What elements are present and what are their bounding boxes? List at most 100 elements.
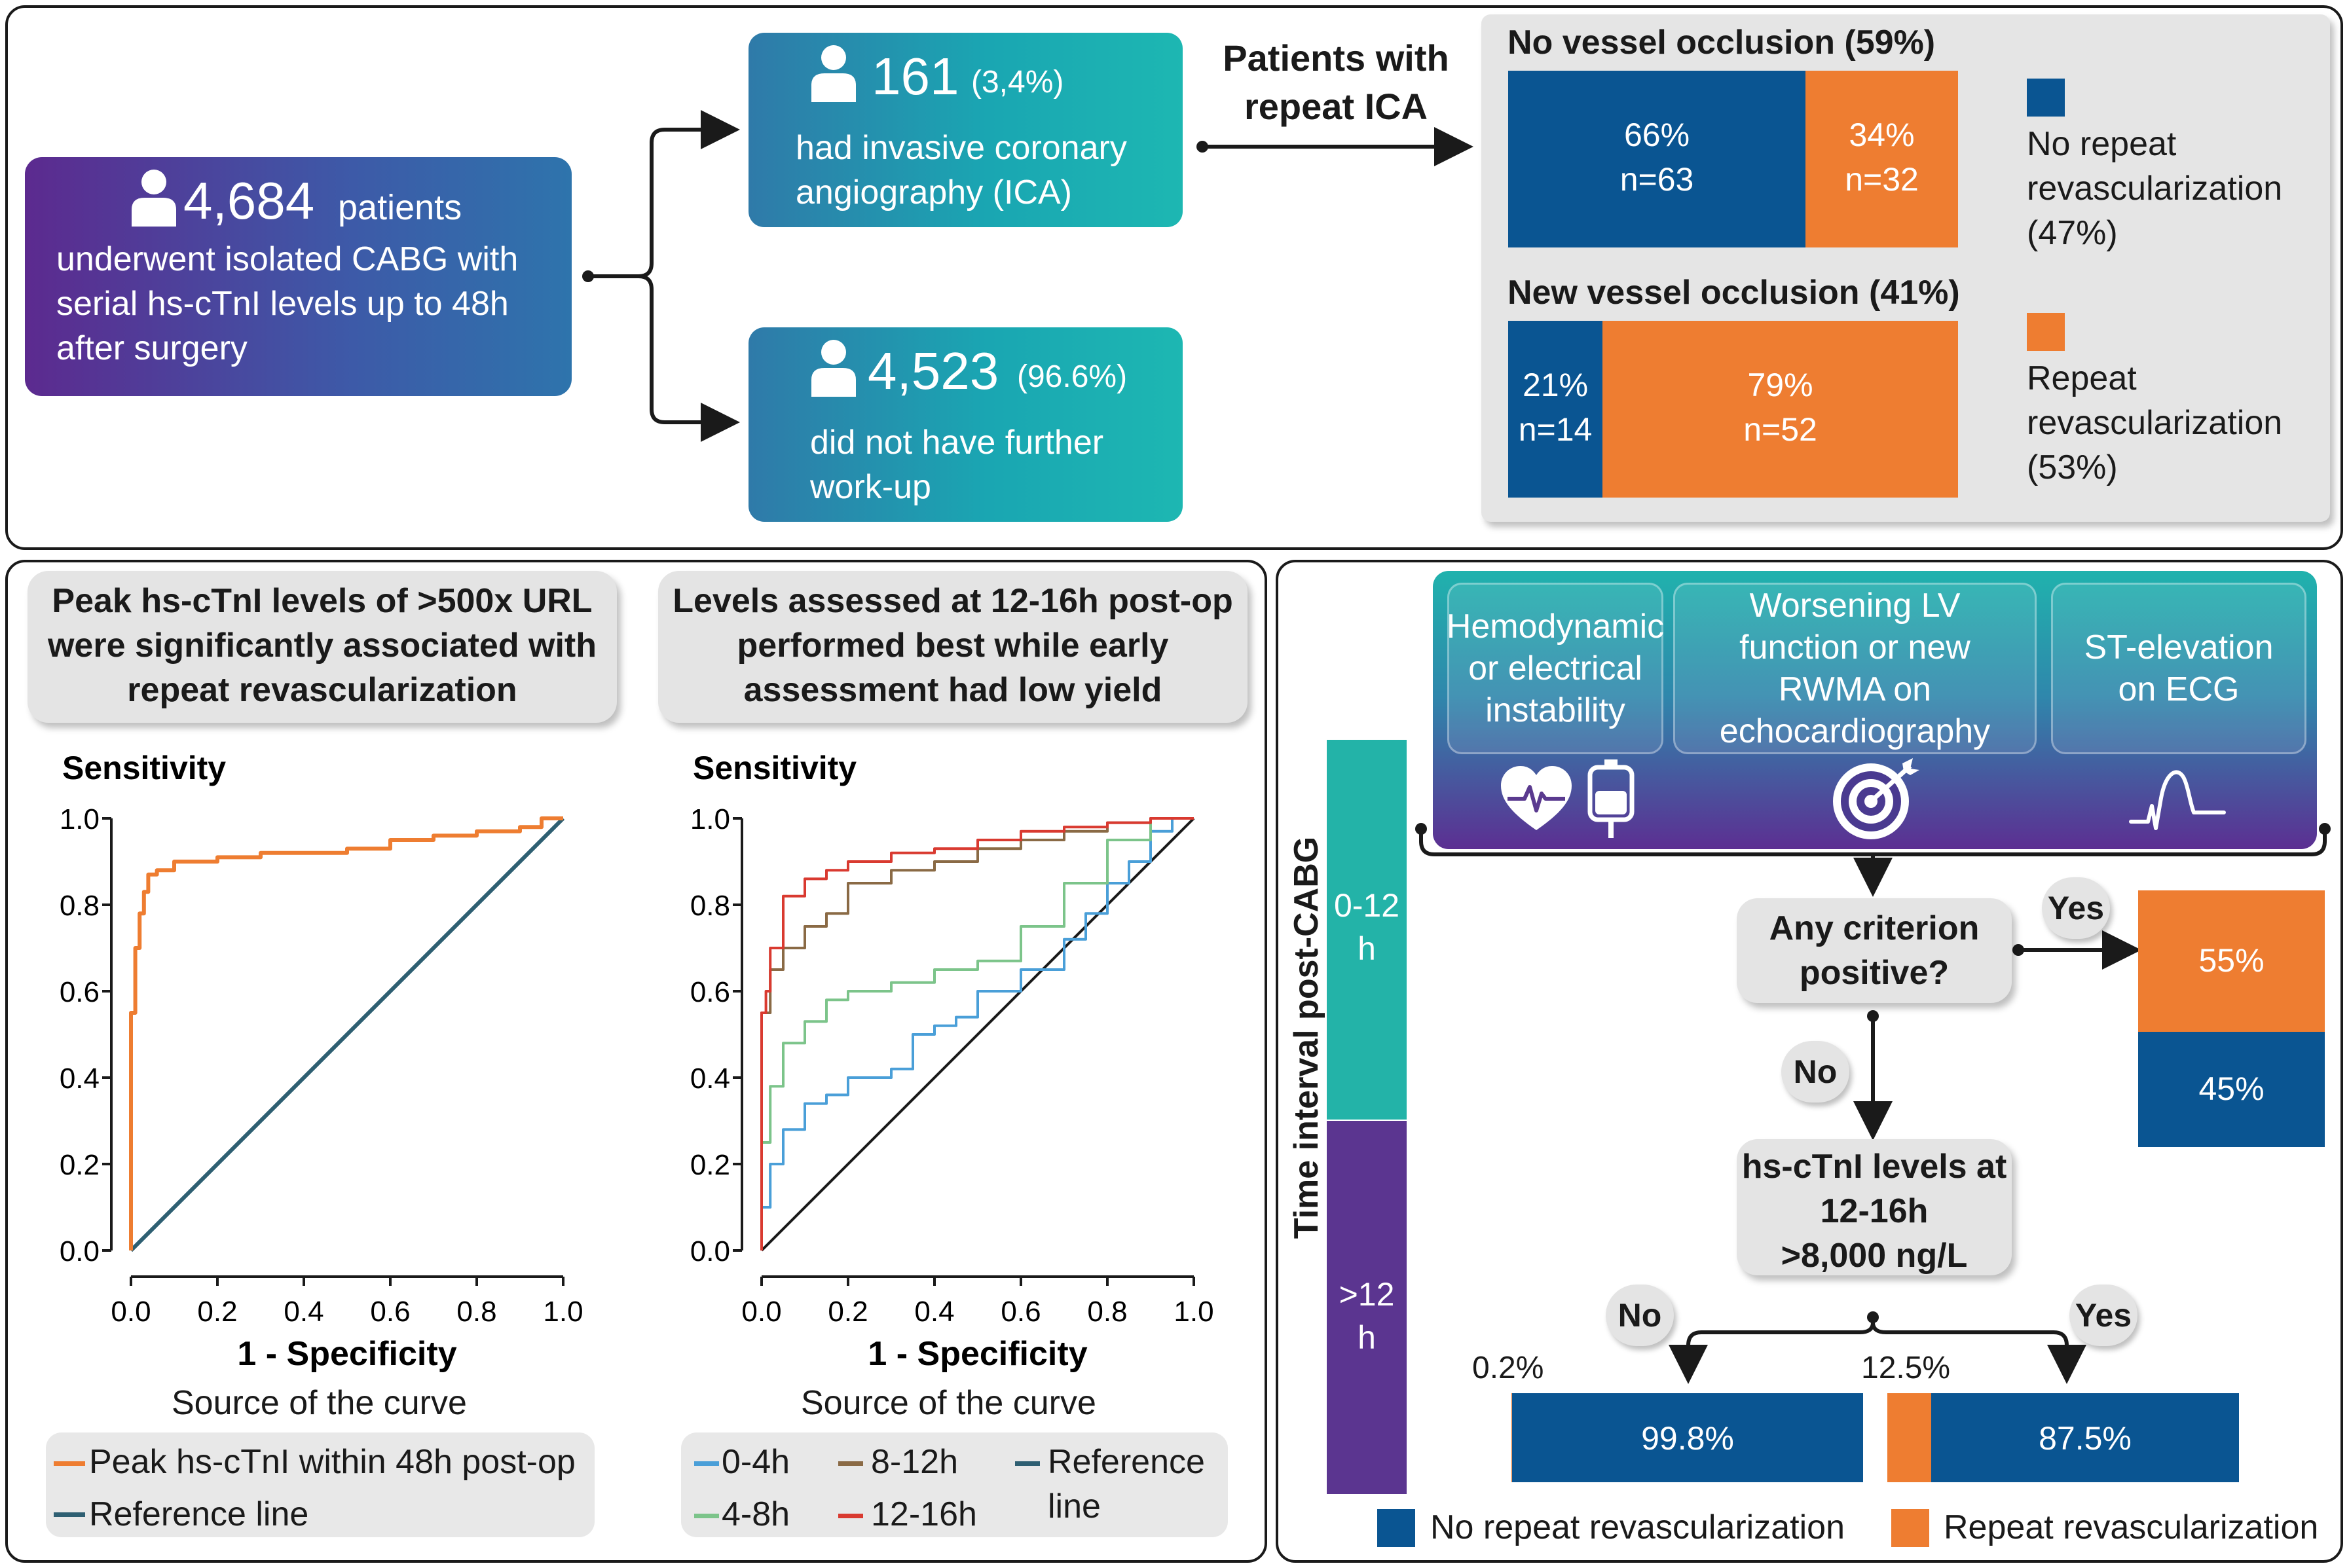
x-tick-label: 0.0: [741, 1296, 781, 1328]
criterion-line: Worsening LV: [1749, 587, 1961, 625]
x-axis-label: 1 - Specificity: [237, 1335, 456, 1373]
legend-line: No repeat: [2027, 125, 2177, 163]
criterion-line: ST-elevation: [2084, 629, 2274, 666]
criterion-lv-function: Worsening LV function or new RWMA on ech…: [1673, 583, 2037, 754]
legend-line: (47%): [2027, 214, 2118, 252]
new-occlusion-no-repeat-bar: [1508, 321, 1602, 498]
criterion-line: RWMA on: [1778, 670, 1932, 708]
yes-branch-repeat-segment: [1887, 1393, 1931, 1482]
legend-repeat-text: Repeat revascularization (53%): [2027, 356, 2282, 490]
criterion-hemodynamic: Hemodynamic or electrical instability: [1447, 583, 1664, 754]
criterion-line: echocardiography: [1719, 712, 1991, 750]
no-branch-repeat-segment: [1511, 1393, 1512, 1482]
total-number: 4,684: [183, 172, 315, 230]
legend-reference-label: line: [1048, 1487, 1101, 1525]
time-axis-label: Time interval post-CABG: [1287, 740, 1326, 1336]
question-line: positive?: [1799, 954, 1950, 992]
legend-line-reference: [54, 1512, 85, 1517]
ica-pct: (3,4%): [971, 65, 1064, 100]
reference-line: [129, 816, 565, 1252]
no-pill-middle: No: [1781, 1041, 1849, 1103]
legend-peak-label: Peak hs-cTnI within 48h post-op: [89, 1443, 576, 1481]
noworkup-pct: (96.6%): [1017, 359, 1128, 394]
y-tick-label: 0.4: [60, 1063, 100, 1095]
no-occlusion-repeat-label: 34% n=32: [1805, 113, 1958, 202]
y-axis-label: Sensitivity: [693, 750, 857, 786]
x-tick-label: 0.6: [1001, 1296, 1041, 1328]
header-line: Peak hs-cTnI levels of >500x URL: [52, 582, 593, 620]
yes-pill-bottom: Yes: [2069, 1285, 2137, 1346]
ica-box: 161 (3,4%) had invasive coronary angiogr…: [749, 33, 1183, 227]
roc-curve-0-4h: [760, 817, 1194, 1250]
top-branch-connector: [582, 110, 1473, 442]
legend-line-4-8h: [694, 1514, 719, 1518]
legend-swatch-repeat: [2027, 313, 2065, 351]
yes-branch-no-repeat-segment: 87.5%: [1931, 1393, 2239, 1482]
header-line: Levels assessed at 12-16h post-op: [673, 582, 1233, 620]
y-tick-label: 0.8: [690, 890, 730, 922]
bottom-legend-swatch-repeat: [1891, 1509, 1929, 1547]
yes-branch-no-repeat-pct: 87.5%: [2039, 1420, 2132, 1457]
roc-right-legend-title: Source of the curve: [801, 1384, 1096, 1422]
no-branch-no-repeat-pct: 99.8%: [1641, 1420, 1734, 1457]
y-tick-label: 0.0: [690, 1235, 730, 1267]
legend-line: revascularization: [2027, 404, 2283, 442]
x-tick-label: 1.0: [543, 1296, 583, 1328]
yes-repeat-pct: 55%: [2198, 942, 2265, 979]
time-early-line: h: [1358, 930, 1376, 967]
no-occlusion-repeat-bar: [1805, 71, 1958, 247]
legend-4-8h-label: 4-8h: [722, 1495, 790, 1533]
time-bar-early: 0-12 h: [1327, 740, 1407, 1120]
header-line: assessment had low yield: [743, 671, 1162, 709]
criterion-line: on ECG: [2118, 670, 2240, 708]
criterion-st-elevation: ST-elevation on ECG: [2051, 583, 2306, 754]
legend-swatch-no-repeat: [2027, 79, 2065, 117]
roc-left-legend-title: Source of the curve: [172, 1384, 467, 1422]
reference-line: [760, 817, 1195, 1252]
bar-pct: 34%: [1849, 117, 1915, 153]
x-tick-label: 0.6: [370, 1296, 410, 1328]
y-tick-label: 0.2: [690, 1149, 730, 1181]
yes-no-repeat-bar: 45%: [2138, 1032, 2325, 1147]
ica-number: 161: [872, 47, 959, 105]
header-line: performed best while early: [737, 627, 1169, 665]
bar-pct: 21%: [1522, 367, 1589, 403]
x-tick-label: 0.4: [914, 1296, 954, 1328]
roc-curve-4-8h: [760, 817, 1194, 1250]
y-tick-label: 1.0: [690, 803, 730, 835]
no-occlusion-no-repeat-label: 66% n=63: [1508, 113, 1805, 202]
repeat-ica-label: Patients with repeat ICA: [1205, 34, 1467, 131]
person-icon: [811, 340, 856, 397]
repeat-ica-label-line: repeat ICA: [1244, 86, 1428, 127]
legend-line: (53%): [2027, 448, 2118, 486]
x-tick-label: 1.0: [1174, 1296, 1213, 1328]
y-tick-label: 0.2: [60, 1149, 100, 1181]
x-tick-label: 0.2: [828, 1296, 868, 1328]
bar-pct: 66%: [1623, 117, 1690, 153]
legend-line-12-16h: [838, 1514, 863, 1518]
total-desc-line: serial hs-cTnI levels up to 48h: [56, 285, 509, 323]
total-unit: patients: [338, 188, 462, 227]
no-pill-bottom: No: [1606, 1285, 1674, 1346]
roc-right-header: Levels assessed at 12-16h post-op perfor…: [658, 571, 1248, 723]
flow-connectors: [1415, 823, 2331, 1384]
repeat-ica-label-line: Patients with: [1223, 37, 1449, 79]
bar-n: n=63: [1619, 161, 1694, 198]
time-axis-text: Time interval post-CABG: [1287, 836, 1325, 1239]
x-tick-label: 0.8: [1087, 1296, 1127, 1328]
y-tick-label: 0.8: [60, 890, 100, 922]
noworkup-desc-line: did not have further: [810, 424, 1104, 462]
no-occlusion-title: No vessel occlusion (59%): [1507, 24, 1936, 62]
legend-line-reference: [1015, 1461, 1040, 1466]
yes-repeat-bar: 55%: [2138, 890, 2325, 1032]
roc-left-header: Peak hs-cTnI levels of >500x URL were si…: [28, 571, 617, 723]
y-tick-label: 0.4: [690, 1063, 730, 1095]
bottom-legend-swatch-no-repeat: [1377, 1509, 1415, 1547]
legend-12-16h-label: 12-16h: [871, 1495, 977, 1533]
y-tick-label: 0.6: [690, 976, 730, 1008]
person-icon: [811, 45, 856, 102]
legend-line: revascularization: [2027, 170, 2283, 208]
y-tick-label: 0.0: [60, 1235, 100, 1267]
bottom-legend-no-repeat: No repeat revascularization: [1430, 1508, 1845, 1546]
iv-bag-icon: [1587, 759, 1635, 838]
